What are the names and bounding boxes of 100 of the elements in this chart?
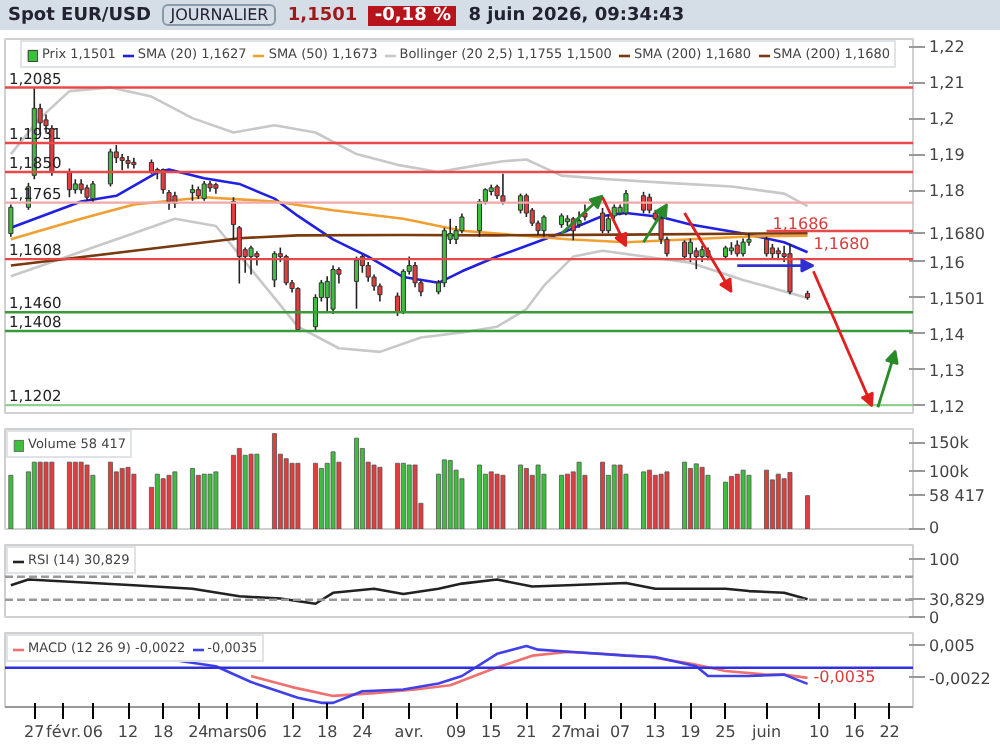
bar <box>400 462 406 529</box>
candlestick <box>248 244 254 276</box>
x-tick-label: avr. <box>394 723 424 741</box>
bar <box>576 461 582 529</box>
chart-title: Spot EUR/USD <box>8 6 151 26</box>
y-tick-label: 1,1680 <box>929 225 985 244</box>
bar <box>693 463 699 529</box>
candlestick <box>8 203 14 238</box>
bar <box>564 473 570 529</box>
bar <box>318 468 324 529</box>
bar <box>37 461 43 529</box>
bar <box>641 471 646 529</box>
bar <box>195 474 201 529</box>
candlestick <box>107 147 113 188</box>
line-series <box>9 578 809 606</box>
bar <box>72 461 78 529</box>
bar <box>699 466 705 529</box>
bar <box>646 469 652 529</box>
bar <box>272 433 277 529</box>
candlestick <box>353 255 360 310</box>
bar <box>190 468 195 529</box>
bar <box>295 462 301 529</box>
bar <box>406 464 412 529</box>
text: 8 juin 2026, 09:34:43 <box>468 6 685 26</box>
y-tick-label: 1,22 <box>929 38 965 57</box>
bar <box>723 481 728 529</box>
bar <box>611 464 617 529</box>
x-tick-label: 16 <box>844 723 865 741</box>
x-tick-label: 12 <box>117 723 139 741</box>
bar <box>617 464 623 529</box>
bar <box>787 472 793 529</box>
bar <box>107 461 113 529</box>
y-tick-label: -0,0022 <box>929 669 991 688</box>
bar <box>31 461 37 529</box>
candlestick <box>201 180 207 202</box>
x-tick-label: 24 <box>188 723 209 741</box>
y-tick-label: 1,16 <box>929 253 965 272</box>
candlestick <box>623 189 629 217</box>
y-tick-label: 1,2 <box>929 110 955 129</box>
annotation: 1,1680 <box>813 235 870 254</box>
bar <box>131 473 137 529</box>
bar <box>687 468 693 529</box>
x-tick-label: 15 <box>481 723 502 741</box>
bar <box>600 461 605 529</box>
bar <box>154 473 160 529</box>
x-tick-label: 18 <box>317 723 338 741</box>
bar <box>201 473 207 529</box>
line-series <box>249 650 809 698</box>
y-tick-label: 1,19 <box>929 146 965 165</box>
y-tick-label: 0 <box>929 609 940 627</box>
bar <box>781 478 787 529</box>
bar <box>313 462 318 529</box>
x-tick-label: 18 <box>152 723 174 741</box>
x-tick-label: 06 <box>82 723 104 741</box>
x-tick-label: 13 <box>645 723 666 741</box>
annotation: 1,1686 <box>772 215 829 234</box>
x-tick-label: mai <box>570 723 600 741</box>
x-tick-label: 10 <box>809 723 830 741</box>
text: -0,18 % <box>368 6 457 26</box>
x-tick-label: 19 <box>680 723 701 741</box>
x-tick-label: févr. <box>46 723 82 741</box>
candlestick <box>324 275 330 314</box>
bar <box>289 462 295 529</box>
bar <box>746 474 752 529</box>
bar <box>705 474 711 529</box>
y-tick-label: 1,12 <box>929 397 965 416</box>
bar <box>477 464 482 529</box>
y-tick-label: 1,14 <box>929 325 965 344</box>
bar <box>682 461 687 529</box>
candlestick <box>90 180 96 204</box>
bar <box>377 466 383 529</box>
bar <box>213 471 219 529</box>
bar <box>447 460 453 529</box>
y-tick-label: 1,1501 <box>929 289 985 308</box>
bar <box>500 474 506 529</box>
bar <box>441 459 447 529</box>
bar <box>518 464 523 529</box>
bar <box>78 461 84 529</box>
y-tick-label: 100k <box>929 462 970 481</box>
y-tick-label: 0,005 <box>929 636 975 655</box>
bar <box>775 473 781 529</box>
bar <box>488 471 494 529</box>
y-tick-label: 58 417 <box>929 486 985 505</box>
bar <box>283 458 289 529</box>
bar <box>166 474 172 529</box>
candlestick <box>330 264 336 315</box>
y-tick-label: 1,13 <box>929 361 965 380</box>
x-tick-label: juin <box>749 723 782 741</box>
bar <box>535 464 541 529</box>
bar <box>559 474 564 529</box>
candlestick <box>541 214 547 238</box>
bar <box>734 473 740 529</box>
bar <box>66 461 72 529</box>
bar <box>330 451 336 529</box>
bar <box>242 454 248 529</box>
candlestick <box>687 237 693 263</box>
text: JOURNALIER <box>162 4 277 26</box>
y-tick-label: 0 <box>929 519 940 537</box>
bar <box>43 461 49 529</box>
candlestick <box>271 250 278 288</box>
